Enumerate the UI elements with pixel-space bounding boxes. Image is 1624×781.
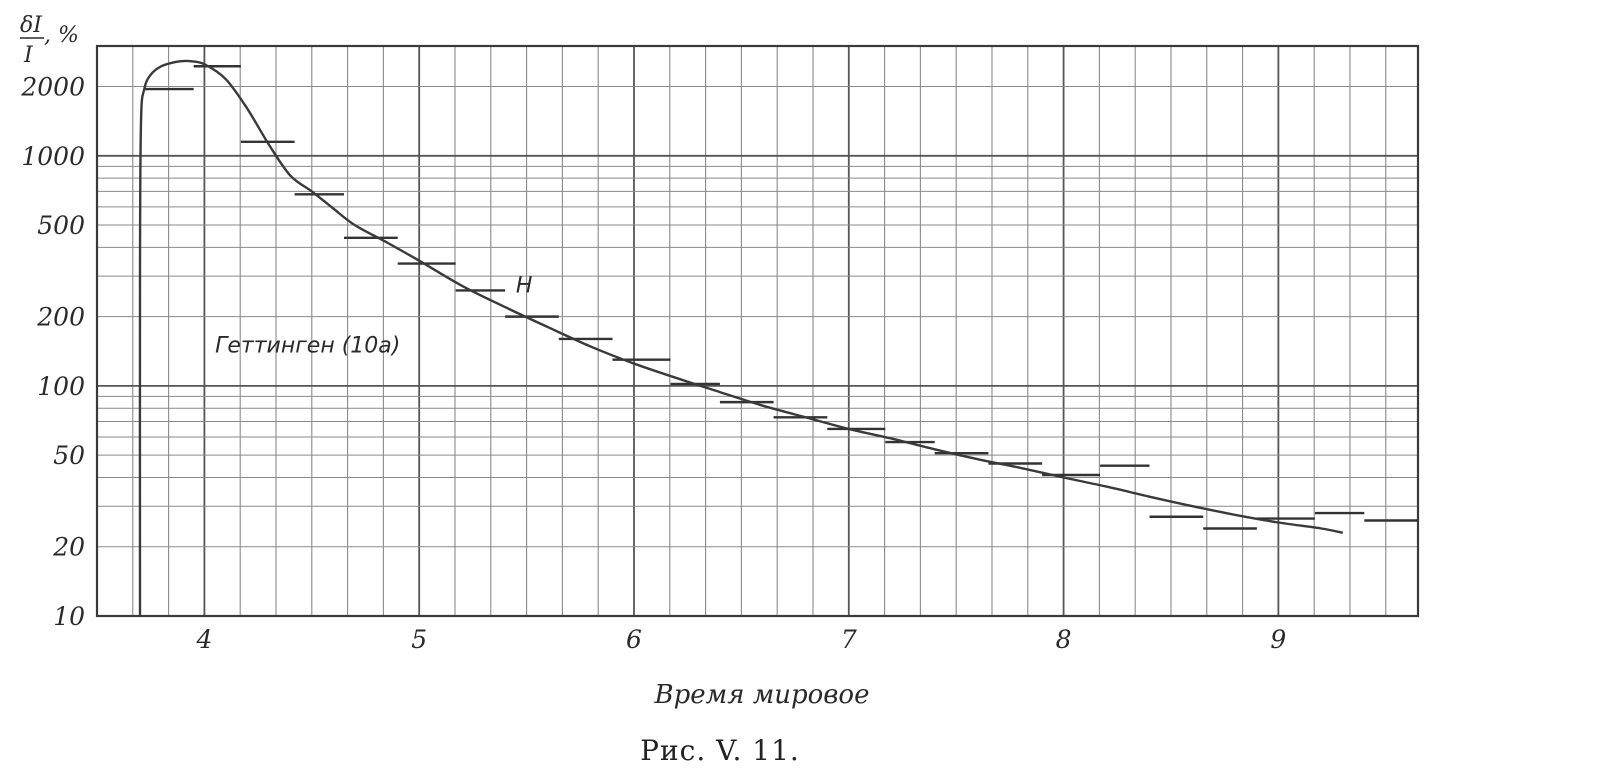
annotation-station: Геттинген (10а) xyxy=(215,333,400,358)
x-axis-label: Время мировое xyxy=(654,680,870,710)
y-tick-label: 2000 xyxy=(20,73,85,102)
y-tick-label: 500 xyxy=(37,211,85,240)
y-tick-label: 1000 xyxy=(21,142,85,171)
y-axis-label: δI I , % xyxy=(20,13,79,68)
x-tick-label: 9 xyxy=(1270,625,1286,654)
x-tick-label: 6 xyxy=(626,625,642,654)
y-axis-label-unit: , % xyxy=(44,23,79,48)
y-tick-label: 100 xyxy=(37,372,85,401)
annotation-h: H xyxy=(516,273,533,298)
figure-caption: Рис. V. 11. xyxy=(640,734,800,767)
y-axis-label-numerator: δI xyxy=(20,13,43,38)
x-tick-labels: 4 5 6 7 8 9 xyxy=(195,625,1286,654)
y-tick-label: 200 xyxy=(36,303,85,332)
hourly-bars xyxy=(144,65,1418,530)
y-tick-labels: 10 20 50 100 200 500 1000 2000 xyxy=(20,73,85,631)
y-tick-label: 10 xyxy=(53,602,85,631)
grid xyxy=(96,45,1418,617)
y-tick-label: 20 xyxy=(52,533,85,562)
x-tick-label: 4 xyxy=(195,625,212,654)
y-axis-label-denominator: I xyxy=(23,43,34,68)
x-tick-label: 5 xyxy=(411,625,427,654)
series-curve xyxy=(138,59,1344,617)
y-tick-label: 50 xyxy=(53,441,85,470)
x-tick-label: 8 xyxy=(1056,625,1072,654)
x-tick-label: 7 xyxy=(841,625,857,654)
plot-frame xyxy=(95,44,1420,618)
